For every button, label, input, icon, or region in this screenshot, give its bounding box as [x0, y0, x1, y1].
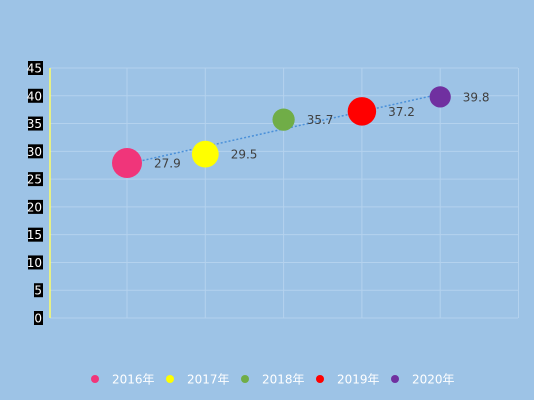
y-tick-bg: [28, 199, 43, 214]
bubble: [191, 140, 219, 168]
data-label: 27.9: [154, 157, 181, 171]
legend-marker: [91, 375, 99, 383]
data-label: 35.7: [307, 113, 334, 127]
legend-label: 2017年: [187, 373, 230, 387]
y-tick-bg: [34, 283, 43, 298]
data-label: 29.5: [231, 148, 258, 162]
data-label: 37.2: [388, 105, 415, 119]
bubble: [272, 108, 295, 131]
legend-label: 2020年: [412, 373, 455, 387]
y-tick-bg: [28, 227, 43, 242]
y-tick-label: 15: [27, 228, 42, 242]
y-tick-label: 45: [27, 62, 42, 76]
y-tick-label: 40: [27, 89, 42, 103]
data-labels: 27.9 29.5 35.7 37.2 39.8: [154, 90, 490, 170]
bubble: [112, 148, 142, 178]
y-tick-label: 30: [27, 145, 42, 159]
bubble: [429, 86, 451, 108]
legend-label: 2019年: [337, 373, 380, 387]
bubble: [347, 97, 377, 126]
y-tick-label: 35: [27, 117, 42, 131]
y-tick-label: 20: [27, 200, 42, 214]
y-tick-label: 10: [27, 256, 42, 270]
y-tick-bg: [28, 116, 43, 131]
y-tick-label: 5: [34, 284, 42, 298]
y-tick-label: 0: [34, 312, 42, 326]
y-tick-bg: [28, 61, 43, 75]
legend-marker: [391, 375, 399, 383]
legend-marker: [166, 375, 174, 383]
y-tick-bg: [28, 88, 43, 103]
legend-label: 2016年: [112, 373, 155, 387]
gridlines: [50, 67, 519, 319]
y-tick-bg: [34, 311, 43, 325]
y-tick-labels: 0 5 10 15 20 25 30 35 40 45: [27, 61, 43, 326]
legend: 2016年 2017年 2018年 2019年 2020年: [91, 373, 455, 387]
bubbles: [112, 86, 451, 178]
legend-marker: [241, 375, 249, 383]
y-tick-bg: [28, 255, 43, 270]
y-tick-bg: [28, 144, 43, 159]
legend-label: 2018年: [262, 373, 305, 387]
data-label: 39.8: [463, 90, 490, 104]
legend-marker: [316, 375, 324, 383]
y-tick-bg: [28, 172, 43, 187]
y-tick-label: 25: [27, 173, 42, 187]
